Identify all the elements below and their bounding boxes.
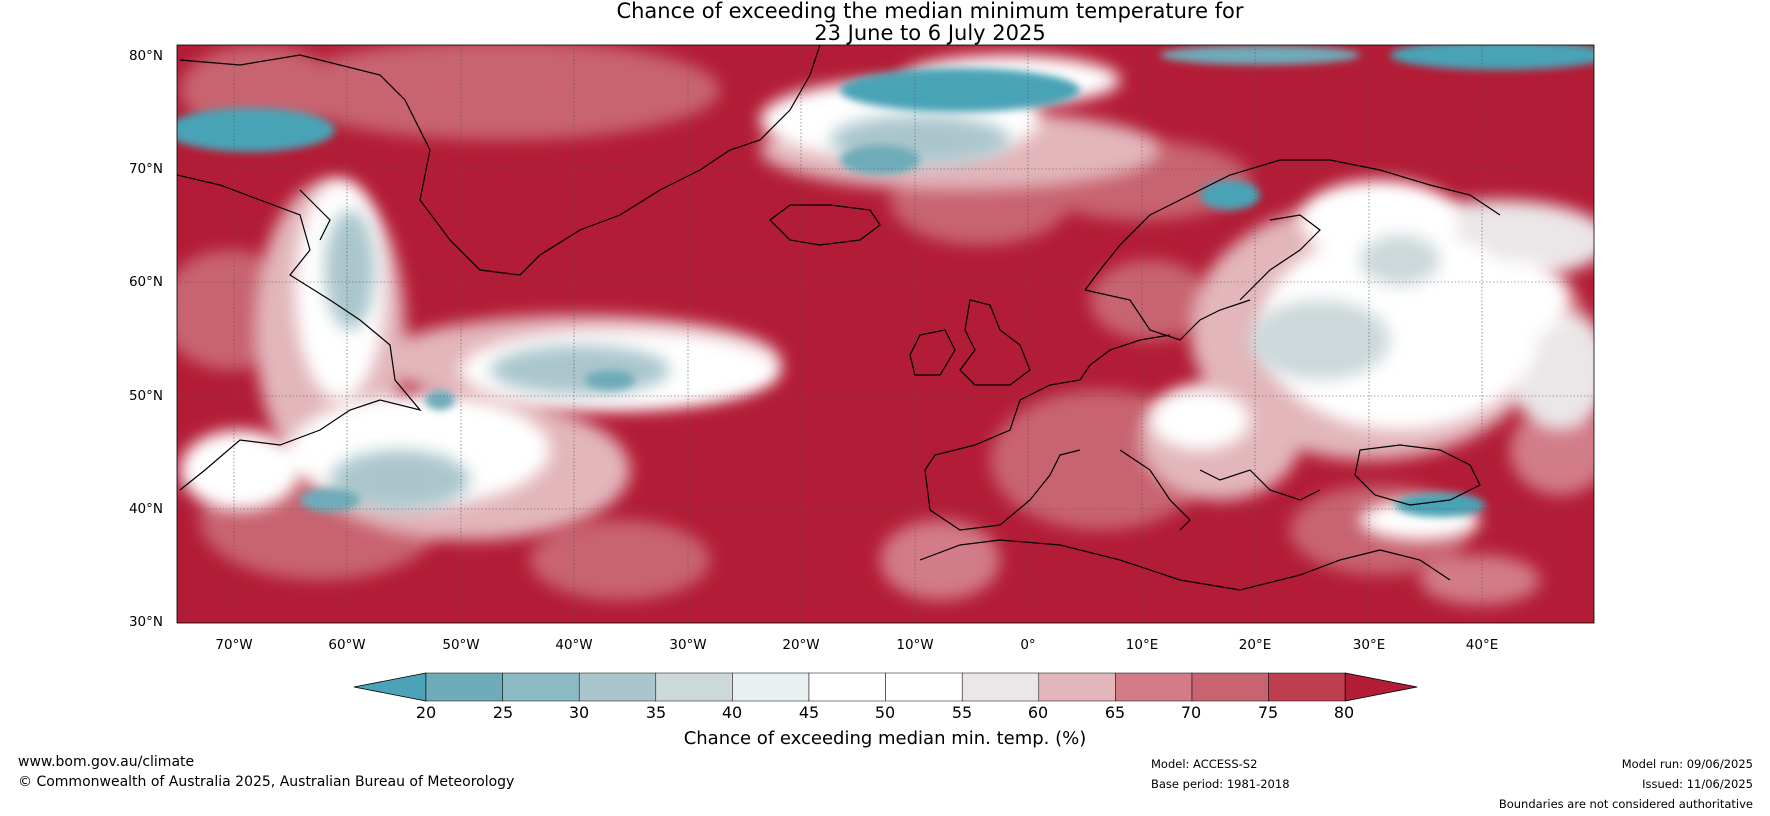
map-title-line1: Chance of exceeding the median minimum t… [616,0,1244,23]
colorbar-tick-25: 25 [492,703,514,722]
lon-label-0: 0° [1020,637,1036,653]
colorbar-tick-40: 40 [721,703,743,722]
lat-label-30n: 30°N [128,614,163,630]
colorbar-segment [502,672,580,702]
lat-label-80n: 80°N [128,48,163,64]
issued-date: Issued: 11/06/2025 [1642,777,1753,791]
colorbar-segment [1268,672,1346,702]
colorbar-segment [1115,672,1193,702]
lon-label-30w: 30°W [669,637,707,653]
lon-label-20e: 20°E [1238,637,1272,653]
lon-label-40w: 40°W [555,637,593,653]
colorbar-label: Chance of exceeding median min. temp. (%… [683,728,1087,749]
colorbar-tick-80: 80 [1333,703,1355,722]
base-period: Base period: 1981-2018 [1151,777,1290,791]
lon-label-60w: 60°W [328,637,366,653]
lat-label-70n: 70°N [128,161,163,177]
low-chance-areas [177,45,1594,517]
colorbar-tick-60: 60 [1027,703,1049,722]
website-url: www.bom.gov.au/climate [18,754,195,770]
coastlines [177,45,1501,591]
model-name: Model: ACCESS-S2 [1151,757,1258,771]
copyright-notice: © Commonwealth of Australia 2025, Austra… [18,774,515,790]
lon-label-10e: 10°E [1125,637,1159,653]
colorbar-tick-55: 55 [951,703,973,722]
colorbar-segment [1038,672,1116,702]
lat-label-50n: 50°N [128,388,163,404]
colorbar-segment [425,672,503,702]
lat-label-40n: 40°N [128,501,163,517]
colorbar-extend-high [1344,672,1418,702]
colorbar-tick-35: 35 [645,703,667,722]
colorbar-extend-low [353,672,427,702]
colorbar-tick-45: 45 [798,703,820,722]
lon-label-30e: 30°E [1352,637,1386,653]
colorbar-tick-70: 70 [1180,703,1202,722]
lon-label-50w: 50°W [442,637,480,653]
colorbar-segment [732,672,810,702]
lat-label-60n: 60°N [128,274,163,290]
boundaries-disclaimer: Boundaries are not considered authoritat… [1498,797,1753,811]
lon-label-20w: 20°W [782,637,820,653]
colorbar-tick-65: 65 [1104,703,1126,722]
map-frame [176,44,1595,624]
lon-label-70w: 70°W [215,637,253,653]
colorbar-segment [578,672,657,702]
colorbar-tick-75: 75 [1257,703,1279,722]
graticule-lines [177,45,1594,623]
colorbar-segment [885,672,963,702]
colorbar-tick-30: 30 [568,703,590,722]
colorbar-segment [655,672,733,702]
colorbar-segment [1191,672,1269,702]
model-run-date: Model run: 09/06/2025 [1621,757,1753,771]
colorbar-tick-20: 20 [415,703,437,722]
lon-label-40e: 40°E [1465,637,1499,653]
colorbar-segment [808,672,886,702]
lon-label-10w: 10°W [896,637,934,653]
colorbar-segment [961,672,1040,702]
map-title-line2: 23 June to 6 July 2025 [814,21,1046,45]
colorbar-tick-50: 50 [874,703,896,722]
